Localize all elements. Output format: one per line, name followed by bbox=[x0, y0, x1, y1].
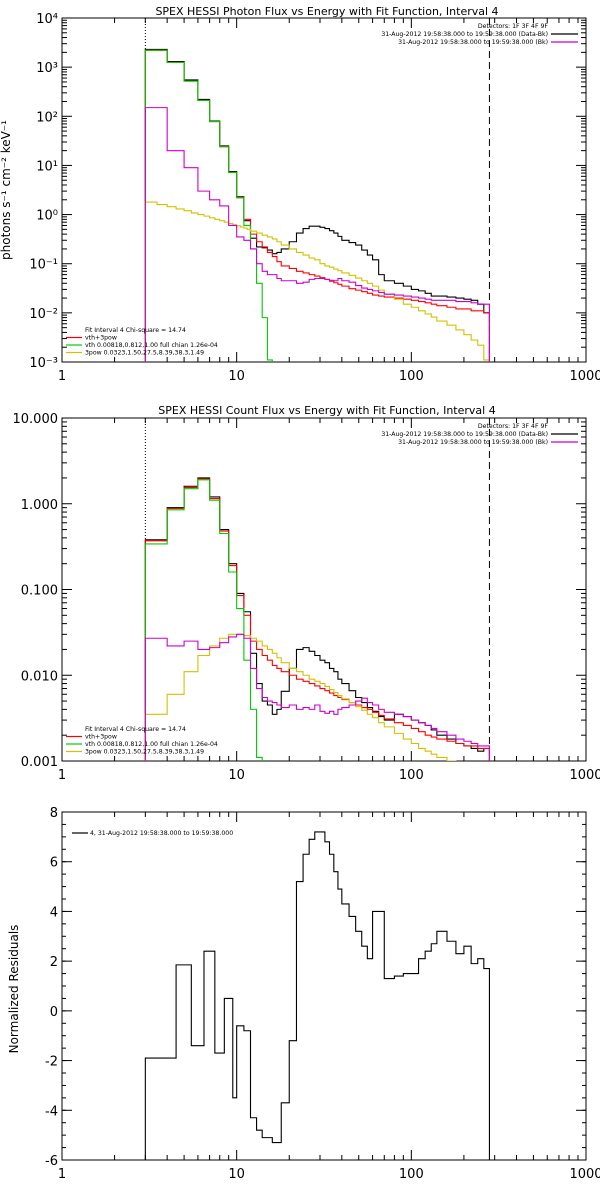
data-layer bbox=[144, 18, 490, 362]
legend-text: vth+3pow bbox=[85, 335, 117, 342]
y-axis-label: Normalized Residuals bbox=[7, 925, 21, 1054]
series-line-0 bbox=[144, 831, 490, 1160]
y-tick-label: 0.001 bbox=[21, 755, 58, 770]
series-line-4 bbox=[144, 633, 490, 761]
legend-text: vth 0.00818,0.812,1.00 full chian 1.26e-… bbox=[85, 741, 218, 748]
x-tick-label: 1 bbox=[58, 1167, 66, 1182]
plot-area: 1 10 100 1000 -6 -4 -2 0 2 4 6 8 4, 31-Aug-2012 19:5… bbox=[45, 806, 600, 1182]
y-tick-label: 4 bbox=[50, 905, 58, 920]
series-line-2 bbox=[144, 49, 273, 362]
y-tick-label: 10⁻³ bbox=[29, 356, 58, 371]
x-tick-label: 1 bbox=[58, 369, 66, 384]
residuals-panel: Normalized Residuals 1 10 100 1000 -6 -4 -2 0 2 4… bbox=[7, 806, 600, 1182]
panel-title: SPEX HESSI Count Flux vs Energy with Fit… bbox=[158, 404, 495, 417]
x-tick-label: 1 bbox=[58, 768, 66, 783]
x-tick-label: 100 bbox=[399, 369, 424, 384]
x-tick-label: 100 bbox=[399, 768, 424, 783]
legend-text: 31-Aug-2012 19:58:38.000 to 19:59:38.000… bbox=[398, 39, 548, 46]
y-tick-label: 10.000 bbox=[13, 412, 59, 427]
x-tick-label: 100 bbox=[399, 1167, 424, 1182]
series-line-1 bbox=[144, 49, 490, 362]
x-tick-label: 10 bbox=[228, 1167, 245, 1182]
y-tick-label: -6 bbox=[45, 1154, 58, 1169]
axis-frame bbox=[61, 17, 587, 363]
y-tick-label: 1.000 bbox=[21, 498, 58, 513]
y-tick-label: 10² bbox=[36, 110, 58, 125]
legend-text: 3pow 0.0323,1.50,27.5,8.39,38.3,1.49 bbox=[85, 350, 204, 357]
y-tick-label: 0 bbox=[50, 1005, 58, 1020]
series-line-2 bbox=[144, 479, 263, 761]
legend-text: Detectors: 1F 3F 4F 9F bbox=[478, 423, 549, 430]
x-tick-label: 1000 bbox=[569, 768, 600, 783]
plot-area: 1 10 100 1000 10⁻³ 10⁻² 10⁻¹ 10⁰ 10¹ 10² 10³ 10⁴ Det… bbox=[29, 12, 600, 384]
series-line-3 bbox=[144, 201, 490, 362]
x-tick-label: 10 bbox=[228, 369, 245, 384]
plot-area: 1 10 100 1000 0.001 0.010 0.100 1.000 10.000 Dete… bbox=[13, 412, 600, 783]
y-tick-label: 10³ bbox=[36, 61, 58, 76]
y-tick-label: 0.010 bbox=[21, 669, 58, 684]
legend-text: vth 0.00818,0.812,1.00 full chian 1.26e-… bbox=[85, 342, 218, 349]
series-line-1 bbox=[144, 478, 490, 761]
legend-text: 3pow 0.0323,1.50,27.5,8.39,38.3,1.49 bbox=[85, 749, 204, 756]
y-tick-label: 0.100 bbox=[21, 584, 58, 599]
x-tick-label: 10 bbox=[228, 768, 245, 783]
legend-text: Detectors: 1F 3F 4F 9F bbox=[478, 23, 549, 30]
y-tick-label: 10⁻¹ bbox=[29, 258, 58, 273]
y-tick-label: 10⁴ bbox=[36, 12, 58, 27]
y-axis-label: photons s⁻¹ cm⁻² keV⁻¹ bbox=[0, 120, 13, 260]
y-tick-label: -4 bbox=[45, 1104, 58, 1119]
data-layer bbox=[144, 831, 490, 1160]
axis-frame bbox=[61, 417, 587, 762]
y-tick-label: 2 bbox=[50, 955, 58, 970]
series-line-3 bbox=[144, 633, 457, 761]
legend-text: Fit Interval 4 Chi-square = 14.74 bbox=[85, 327, 186, 334]
y-tick-label: 10¹ bbox=[36, 159, 58, 174]
legend-text: 4, 31-Aug-2012 19:58:38.000 to 19:59:38.… bbox=[90, 830, 233, 837]
legend-text: 31-Aug-2012 19:58:38.000 to 19:59:38.000… bbox=[381, 431, 548, 438]
series-line-4 bbox=[144, 107, 490, 362]
panel-title: SPEX HESSI Photon Flux vs Energy with Fi… bbox=[155, 5, 498, 18]
legend-text: 31-Aug-2012 19:58:38.000 to 19:59:38.000… bbox=[381, 31, 548, 38]
y-tick-label: 10⁰ bbox=[36, 209, 58, 224]
x-tick-label: 1000 bbox=[569, 369, 600, 384]
y-tick-label: -2 bbox=[45, 1055, 58, 1070]
data-layer bbox=[144, 418, 490, 761]
legend-text: Fit Interval 4 Chi-square = 14.74 bbox=[85, 726, 186, 733]
legend-text: 31-Aug-2012 19:58:38.000 to 19:59:38.000… bbox=[398, 439, 548, 446]
axis-frame bbox=[61, 811, 587, 1161]
photon-flux-panel: SPEX HESSI Photon Flux vs Energy with Fi… bbox=[0, 5, 600, 384]
count-flux-panel: SPEX HESSI Count Flux vs Energy with Fit… bbox=[13, 404, 600, 783]
legend-text: vth+3pow bbox=[85, 734, 117, 741]
y-tick-label: 10⁻² bbox=[29, 307, 58, 322]
x-tick-label: 1000 bbox=[569, 1167, 600, 1182]
series-line-0 bbox=[144, 48, 490, 362]
y-tick-label: 6 bbox=[50, 856, 58, 871]
y-tick-label: 8 bbox=[50, 806, 58, 821]
